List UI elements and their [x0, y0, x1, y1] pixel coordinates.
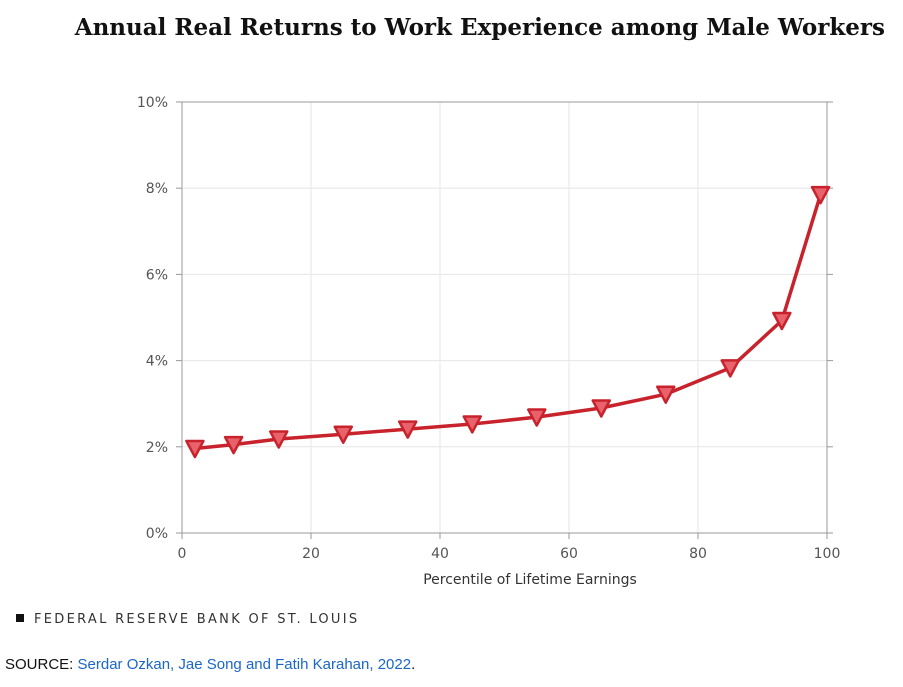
chart-title: Annual Real Returns to Work Experience a…	[74, 14, 885, 41]
series-line	[194, 194, 823, 451]
square-icon	[16, 614, 24, 622]
data-point-marker	[810, 185, 831, 205]
data-point-marker	[772, 311, 792, 331]
x-tick-label: 100	[814, 546, 841, 562]
source-suffix: .	[411, 656, 416, 673]
line-chart: 0% 2% 4% 6% 8% 10% 0 20 40 60 80 100 Percentile of…	[137, 95, 841, 588]
x-tick-label: 0	[178, 546, 187, 562]
x-tick-label: 80	[689, 546, 707, 562]
gridlines	[182, 102, 827, 533]
y-tick-label: 0%	[146, 526, 168, 542]
series-markers	[185, 185, 831, 459]
x-tick-label: 40	[431, 546, 449, 562]
attribution-text: FEDERAL RESERVE BANK OF ST. LOUIS	[34, 612, 360, 627]
data-point-marker	[398, 420, 418, 439]
data-point-marker	[591, 399, 611, 418]
y-tick-label: 4%	[146, 354, 168, 370]
x-tick-label: 20	[302, 546, 320, 562]
y-tick-label: 6%	[146, 267, 168, 283]
attribution: FEDERAL RESERVE BANK OF ST. LOUIS	[16, 612, 359, 627]
data-point-marker	[333, 425, 353, 445]
y-tick-label: 2%	[146, 440, 168, 456]
y-tick-label: 8%	[146, 181, 168, 197]
data-point-marker	[269, 430, 289, 449]
data-point-marker	[720, 359, 740, 378]
x-axis-label: Percentile of Lifetime Earnings	[423, 572, 637, 588]
data-point-marker	[185, 439, 205, 459]
x-tick-label: 60	[560, 546, 578, 562]
source-label: SOURCE:	[5, 656, 74, 673]
plot-frame	[181, 101, 828, 534]
source-line: SOURCE: Serdar Ozkan, Jae Song and Fatih…	[5, 656, 415, 673]
data-point-marker	[656, 385, 676, 404]
data-point-marker	[223, 435, 244, 455]
data-point-marker	[527, 408, 547, 427]
y-axis: 0% 2% 4% 6% 8% 10%	[137, 95, 833, 542]
x-axis: 0 20 40 60 80 100	[178, 533, 841, 562]
source-link[interactable]: Serdar Ozkan, Jae Song and Fatih Karahan…	[77, 656, 412, 673]
data-point-marker	[462, 415, 482, 434]
y-tick-label: 10%	[137, 95, 168, 111]
